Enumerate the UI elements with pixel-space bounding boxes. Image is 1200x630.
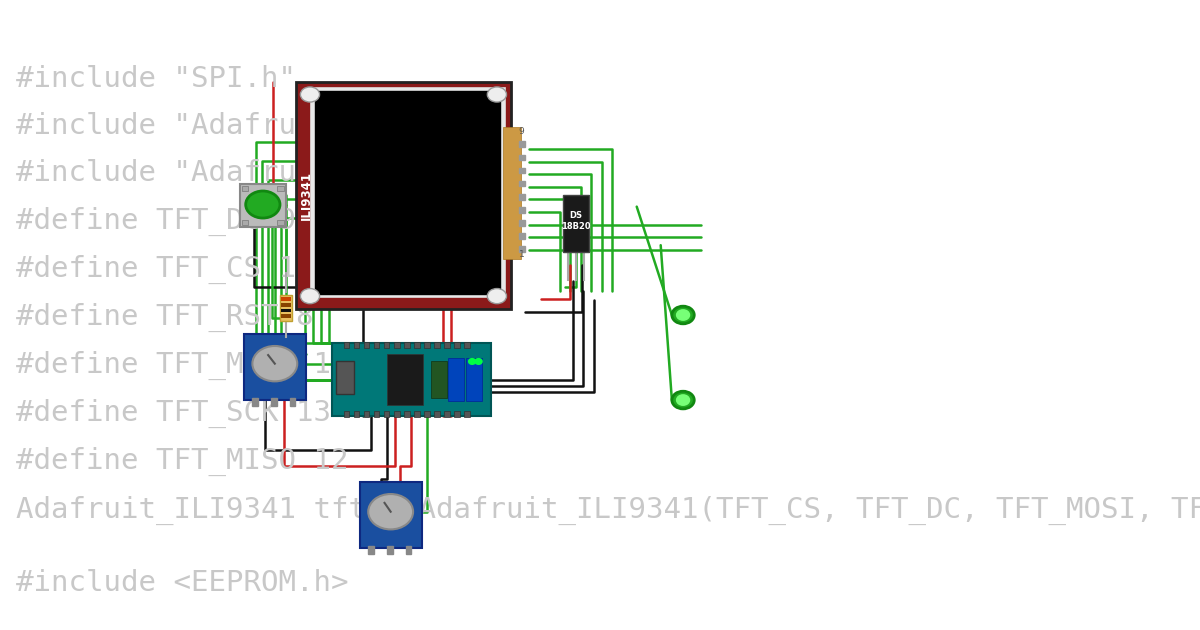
- Bar: [240, 184, 286, 227]
- Circle shape: [300, 87, 319, 102]
- Bar: [244, 334, 306, 400]
- Bar: [448, 358, 464, 401]
- Text: #define TFT_RST 8: #define TFT_RST 8: [16, 303, 313, 332]
- Bar: [520, 246, 524, 252]
- Bar: [373, 342, 379, 348]
- Bar: [464, 342, 470, 348]
- Text: Adafruit_ILI9341 tft = Adafruit_ILI9341(TFT_CS, TFT_DC, TFT_MOSI, TFT_SCK,¯: Adafruit_ILI9341 tft = Adafruit_ILI9341(…: [16, 496, 1200, 525]
- Bar: [520, 168, 524, 173]
- Bar: [277, 220, 283, 225]
- Bar: [563, 195, 589, 252]
- Bar: [434, 342, 440, 348]
- Text: #define TFT_MISO 12: #define TFT_MISO 12: [16, 447, 348, 476]
- Circle shape: [469, 359, 475, 364]
- Bar: [314, 91, 500, 294]
- Bar: [414, 411, 420, 417]
- Bar: [394, 411, 400, 417]
- Circle shape: [487, 289, 506, 304]
- Bar: [520, 207, 524, 213]
- Bar: [466, 358, 481, 401]
- Bar: [434, 411, 440, 417]
- Text: #include "Adafruit_ILI9341.h': #include "Adafruit_ILI9341.h': [16, 159, 523, 188]
- Bar: [384, 342, 390, 348]
- Bar: [295, 82, 511, 309]
- Bar: [424, 342, 430, 348]
- Bar: [444, 342, 450, 348]
- Text: DS
18B20: DS 18B20: [562, 211, 590, 231]
- Circle shape: [252, 346, 298, 381]
- Bar: [406, 546, 412, 554]
- Text: 9: 9: [518, 127, 524, 136]
- Bar: [520, 194, 524, 200]
- Bar: [394, 342, 400, 348]
- Text: #define TFT_SCK 13: #define TFT_SCK 13: [16, 399, 331, 428]
- Circle shape: [672, 391, 695, 409]
- Bar: [281, 295, 292, 321]
- Bar: [503, 127, 521, 259]
- Bar: [281, 314, 290, 318]
- Text: #define TFT_MOSI 11: #define TFT_MOSI 11: [16, 351, 348, 380]
- Bar: [364, 411, 370, 417]
- Bar: [464, 411, 470, 417]
- Bar: [404, 342, 409, 348]
- Bar: [404, 411, 409, 417]
- Bar: [373, 411, 379, 417]
- Bar: [289, 398, 295, 406]
- Bar: [364, 342, 370, 348]
- Bar: [242, 220, 248, 225]
- Bar: [343, 342, 349, 348]
- Text: #define TFT_DC 9: #define TFT_DC 9: [16, 207, 296, 236]
- Bar: [431, 362, 446, 398]
- Text: ILI9341: ILI9341: [300, 171, 312, 220]
- Bar: [343, 411, 349, 417]
- Text: #include "Adafruit_GFX.h": #include "Adafruit_GFX.h": [16, 112, 454, 140]
- Bar: [281, 303, 290, 307]
- Bar: [252, 398, 258, 406]
- Bar: [281, 309, 290, 312]
- Bar: [271, 398, 277, 406]
- Bar: [277, 186, 283, 191]
- Circle shape: [487, 87, 506, 102]
- Circle shape: [246, 191, 280, 218]
- Circle shape: [475, 359, 481, 364]
- Circle shape: [672, 306, 695, 324]
- Bar: [242, 186, 248, 191]
- Bar: [386, 546, 392, 554]
- Bar: [444, 411, 450, 417]
- Bar: [414, 342, 420, 348]
- Text: #include "SPI.h": #include "SPI.h": [16, 65, 296, 93]
- Bar: [331, 343, 491, 416]
- Bar: [310, 87, 505, 297]
- Bar: [360, 482, 422, 548]
- Bar: [336, 362, 354, 394]
- Circle shape: [677, 310, 689, 320]
- Bar: [520, 181, 524, 186]
- Text: 1: 1: [518, 249, 524, 259]
- Bar: [455, 342, 460, 348]
- Text: #define TFT_CS 10: #define TFT_CS 10: [16, 255, 313, 284]
- Circle shape: [677, 395, 689, 405]
- Bar: [455, 411, 460, 417]
- Circle shape: [300, 289, 319, 304]
- Circle shape: [368, 494, 413, 529]
- Bar: [384, 411, 390, 417]
- Bar: [424, 411, 430, 417]
- Bar: [388, 354, 422, 405]
- Bar: [520, 220, 524, 226]
- Bar: [354, 411, 359, 417]
- Bar: [368, 546, 374, 554]
- Bar: [281, 297, 290, 301]
- Bar: [520, 154, 524, 160]
- Bar: [520, 233, 524, 239]
- Bar: [520, 142, 524, 147]
- Bar: [354, 342, 359, 348]
- Text: #include <EEPROM.h>: #include <EEPROM.h>: [16, 569, 348, 597]
